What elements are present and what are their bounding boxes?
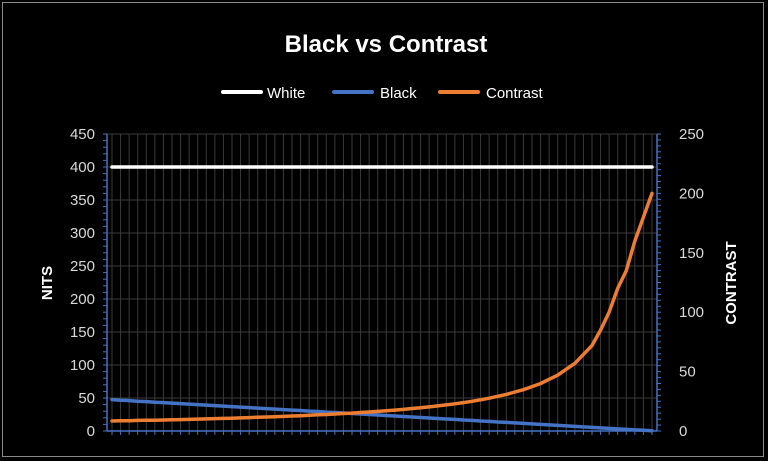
- right-axis-ticks: 0 50 100 150 200 250: [679, 126, 704, 440]
- right-tick-label: 100: [679, 304, 704, 321]
- series-lines: [110, 165, 654, 433]
- right-tick-label: 250: [679, 126, 704, 143]
- right-tick-label: 50: [679, 364, 696, 381]
- gridlines: [107, 133, 657, 432]
- chart-title: Black vs Contrast: [285, 31, 488, 58]
- left-tick-label: 50: [78, 390, 95, 407]
- left-tick-label: 450: [70, 126, 95, 143]
- left-axis-ticks: 0 50 100 150 200 250 300 350 400 450: [70, 126, 95, 440]
- right-tick-label: 0: [679, 423, 687, 440]
- series-line-contrast: [110, 191, 654, 423]
- right-axis-title: CONTRAST: [723, 241, 740, 324]
- legend-label-black: Black: [380, 85, 417, 102]
- legend-label-contrast: Contrast: [486, 85, 544, 102]
- line-chart: Black vs Contrast White Black Contrast 0 50…: [39, 31, 740, 440]
- series-line-black: [110, 397, 654, 433]
- left-axis-title: NITS: [39, 266, 56, 300]
- right-tick-label: 150: [679, 245, 704, 262]
- legend: White Black Contrast: [221, 85, 544, 102]
- left-tick-label: 200: [70, 291, 95, 308]
- axes: [103, 133, 661, 435]
- left-tick-label: 300: [70, 225, 95, 242]
- left-tick-label: 0: [87, 423, 95, 440]
- left-tick-label: 350: [70, 192, 95, 209]
- legend-label-white: White: [267, 85, 305, 102]
- left-tick-label: 250: [70, 258, 95, 275]
- left-tick-label: 400: [70, 159, 95, 176]
- right-tick-label: 200: [679, 185, 704, 202]
- left-tick-label: 100: [70, 357, 95, 374]
- left-tick-label: 150: [70, 324, 95, 341]
- chart-frame: Black vs Contrast White Black Contrast 0 50…: [2, 2, 764, 457]
